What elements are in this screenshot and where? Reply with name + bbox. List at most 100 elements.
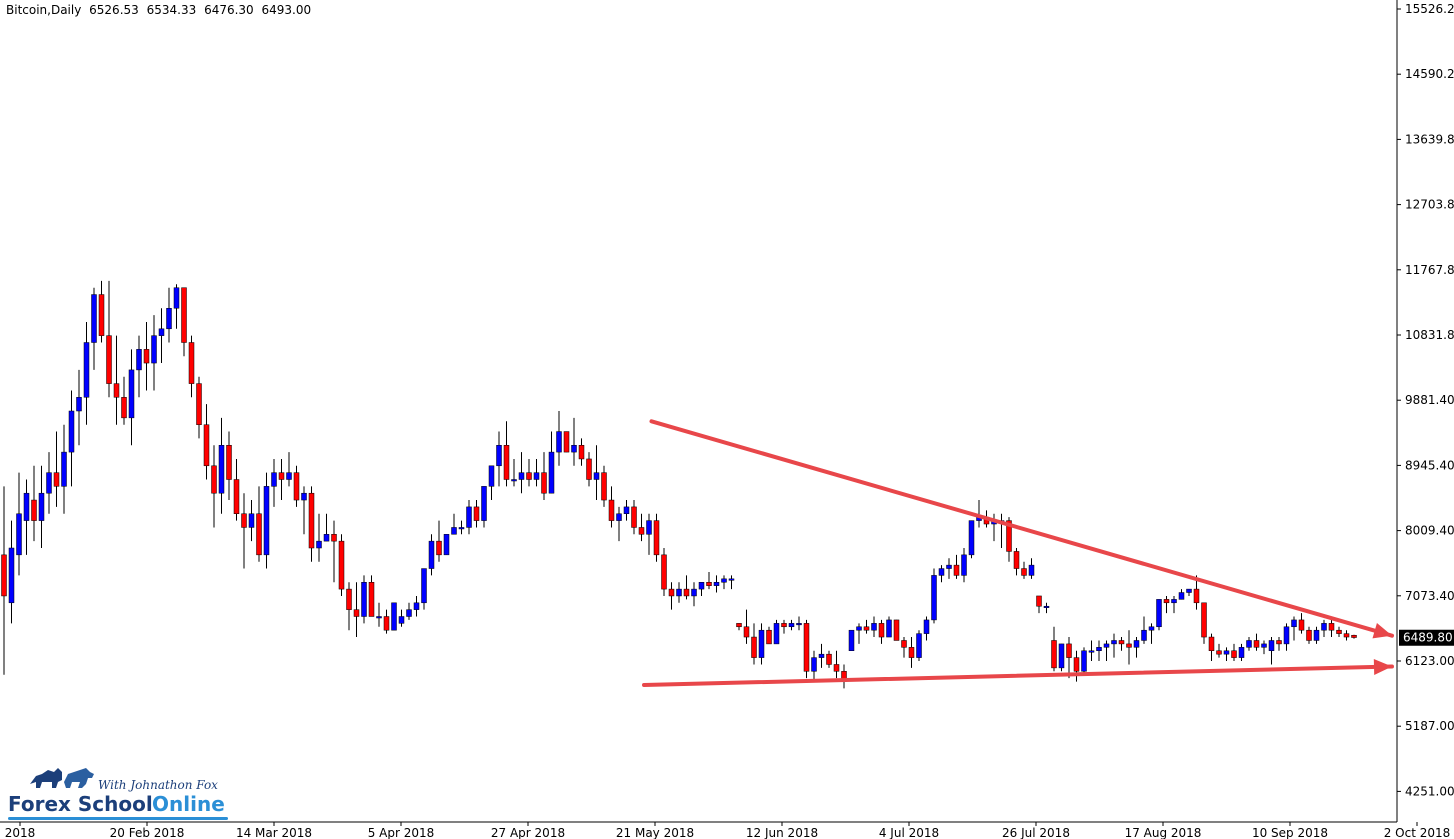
candle bbox=[196, 376, 202, 439]
candle bbox=[923, 616, 930, 641]
candle bbox=[61, 424, 67, 514]
candle-body bbox=[1178, 592, 1185, 600]
candle-body bbox=[278, 472, 285, 480]
candle-body bbox=[833, 664, 840, 672]
candle bbox=[391, 602, 397, 631]
candle bbox=[488, 465, 495, 501]
candle bbox=[31, 465, 37, 542]
candle-body bbox=[856, 626, 862, 631]
candle-body bbox=[773, 623, 780, 645]
candle bbox=[931, 568, 937, 624]
candle bbox=[1253, 633, 1260, 651]
candle bbox=[361, 575, 367, 624]
candle bbox=[316, 513, 322, 562]
candle bbox=[368, 575, 375, 617]
candle bbox=[248, 500, 255, 542]
candle bbox=[481, 486, 487, 528]
candle bbox=[98, 280, 105, 343]
candle bbox=[683, 575, 690, 600]
candle bbox=[1043, 602, 1050, 614]
candle-body bbox=[1133, 640, 1140, 648]
candle-body bbox=[226, 445, 232, 480]
candle-body bbox=[811, 657, 817, 672]
candle bbox=[1298, 613, 1305, 634]
candle-body bbox=[511, 479, 517, 482]
candle-body bbox=[1223, 650, 1230, 655]
candle-body bbox=[203, 424, 210, 467]
candle bbox=[848, 629, 855, 652]
candle-body bbox=[1321, 623, 1327, 631]
candle bbox=[841, 664, 847, 689]
candle-body bbox=[1096, 647, 1102, 652]
candle bbox=[1178, 589, 1185, 600]
candle bbox=[1351, 634, 1357, 639]
candle-body bbox=[1231, 650, 1237, 658]
candle-body bbox=[908, 647, 915, 658]
candle-body bbox=[1073, 657, 1080, 672]
candle bbox=[166, 287, 172, 343]
candle bbox=[533, 458, 540, 487]
candle bbox=[571, 417, 577, 466]
high-value: 6534.33 bbox=[146, 3, 197, 17]
candle bbox=[203, 404, 210, 480]
candle bbox=[271, 458, 277, 507]
candle-body bbox=[143, 349, 150, 364]
candle-body bbox=[781, 623, 787, 628]
candle bbox=[1291, 616, 1297, 641]
candle bbox=[263, 472, 270, 569]
candle-body bbox=[533, 472, 540, 480]
ascending-support-arrowhead bbox=[1373, 658, 1392, 675]
y-tick-label: 6123.00 bbox=[1405, 654, 1454, 668]
candle-body bbox=[98, 294, 105, 336]
candle-body bbox=[766, 629, 772, 645]
candle-body bbox=[398, 616, 405, 624]
candle bbox=[743, 609, 750, 644]
candle-body bbox=[901, 640, 907, 648]
candle bbox=[16, 472, 22, 576]
candle-body bbox=[938, 568, 945, 576]
candle bbox=[496, 431, 502, 487]
candle bbox=[398, 609, 405, 627]
candle bbox=[1238, 643, 1245, 662]
candle-body bbox=[653, 520, 660, 556]
candle-body bbox=[121, 397, 127, 419]
candle-body bbox=[1103, 643, 1110, 648]
logo-tagline: With Johnathon Fox bbox=[98, 778, 218, 792]
candle-body bbox=[1238, 647, 1245, 658]
candle bbox=[428, 534, 435, 576]
close-value: 6493.00 bbox=[261, 3, 312, 17]
candle bbox=[563, 431, 570, 453]
candle-body bbox=[61, 451, 67, 487]
candle-body bbox=[413, 602, 420, 610]
candle-body bbox=[488, 465, 495, 487]
candle bbox=[1163, 595, 1170, 614]
candle bbox=[1103, 640, 1110, 662]
candle-body bbox=[1028, 564, 1035, 576]
candle bbox=[578, 438, 585, 466]
candle-body bbox=[586, 458, 592, 480]
candle bbox=[871, 616, 877, 638]
candle bbox=[143, 321, 150, 391]
candle-body bbox=[166, 308, 172, 330]
candle-body bbox=[676, 588, 682, 597]
candle bbox=[1208, 633, 1215, 662]
candle-body bbox=[953, 564, 960, 576]
candle-body bbox=[571, 445, 577, 453]
candle-body bbox=[1081, 650, 1087, 672]
candle bbox=[511, 458, 517, 487]
candle bbox=[113, 335, 120, 425]
candle bbox=[518, 452, 525, 494]
candle-body bbox=[848, 629, 855, 652]
candle bbox=[541, 452, 547, 501]
candle bbox=[526, 458, 532, 487]
candle-body bbox=[788, 623, 795, 628]
candle-body bbox=[878, 623, 885, 638]
y-tick-label: 5187.00 bbox=[1405, 719, 1454, 733]
candle bbox=[503, 421, 510, 487]
candle-body bbox=[1, 554, 7, 597]
candle bbox=[173, 284, 180, 329]
candle-body bbox=[136, 349, 142, 371]
y-tick-label: 13639.8 bbox=[1405, 132, 1454, 146]
candle bbox=[466, 500, 472, 535]
